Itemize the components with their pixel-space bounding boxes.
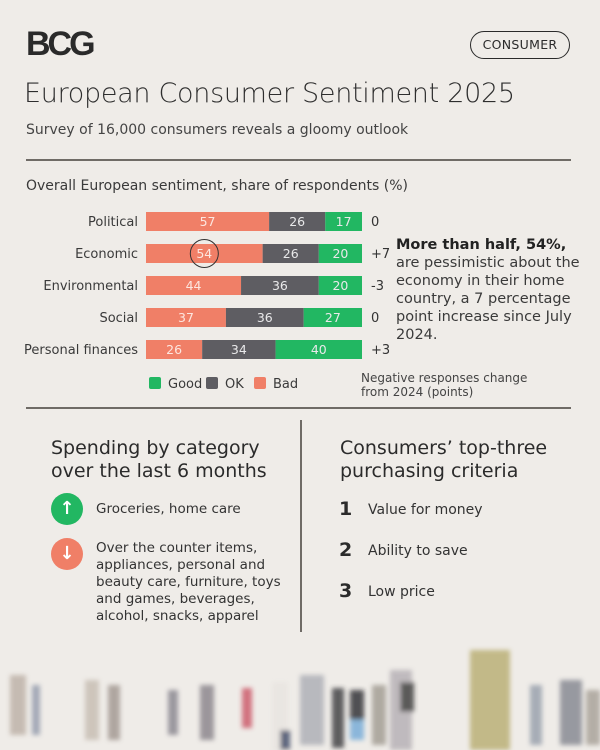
data-label: 26 [289, 214, 305, 229]
legend-swatch-ok [206, 377, 218, 389]
bar-segment-bad [146, 244, 263, 263]
arrow-up-icon: ↑ [51, 493, 83, 525]
criteria-rank: 2 [339, 539, 353, 561]
change-value: 0 [371, 215, 379, 230]
legend-swatch-good [149, 377, 161, 389]
bar-segment-ok [202, 340, 276, 359]
bar-segment-bad [146, 276, 242, 295]
vertical-divider [300, 420, 302, 632]
page-subtitle: Survey of 16,000 consumers reveals a glo… [26, 122, 409, 138]
data-label: 27 [325, 310, 341, 325]
change-value: 0 [371, 311, 379, 326]
page-title: European Consumer Sentiment 2025 [24, 78, 515, 109]
bar-segment-good [318, 244, 362, 263]
data-label: 17 [336, 214, 352, 229]
highlight-ring [189, 239, 219, 268]
data-label: 36 [272, 278, 288, 293]
change-value: +3 [371, 343, 390, 358]
criteria-title: Consumers’ top-three purchasing criteria [340, 437, 548, 482]
change-value: +7 [371, 247, 390, 262]
criteria-label: Value for money [368, 502, 483, 518]
data-label: 44 [186, 278, 202, 293]
data-label: 26 [166, 342, 182, 357]
sentiment-chart: Political 57 26 17 0 Economic 54 26 20 +7 Environm… [24, 212, 390, 392]
chart-title: Overall European sentiment, share of res… [26, 178, 409, 194]
change-value: -3 [371, 279, 384, 294]
criteria-rank: 3 [339, 580, 353, 602]
crowd-photo [10, 650, 600, 750]
bar-segment-ok [262, 244, 319, 263]
callout-text: are pessimistic about the economy in the… [396, 255, 580, 343]
bcg-logo: BCG [26, 25, 96, 63]
legend-label: OK [225, 377, 244, 392]
data-label: 57 [200, 214, 216, 229]
divider [26, 159, 571, 161]
legend-label: Bad [273, 377, 298, 392]
bar-segment-good [318, 276, 362, 295]
category-label: Economic [75, 247, 138, 262]
bar-segment-ok [241, 276, 319, 295]
category-label: Social [99, 311, 138, 326]
callout-bold: More than half, 54%, [396, 237, 567, 253]
criteria-label: Low price [368, 584, 435, 600]
spending-down-text: Over the counter items, appliances, pers… [96, 540, 281, 624]
bar-segment-good [275, 340, 362, 359]
bar-segment-ok [225, 308, 304, 327]
data-label: 34 [231, 342, 247, 357]
legend-swatch-bad [254, 377, 266, 389]
data-label: 36 [257, 310, 273, 325]
data-label: 26 [283, 246, 299, 261]
data-label: 20 [332, 246, 348, 261]
change-note: Negative responses change from 2024 (poi… [361, 371, 528, 399]
arrow-down-icon: ↓ [51, 538, 83, 570]
bar-segment-ok [269, 212, 326, 231]
category-label: Political [88, 215, 138, 230]
bar-segment-good [303, 308, 362, 327]
bar-segment-good [325, 212, 362, 231]
spending-title: Spending by category over the last 6 mon… [51, 437, 267, 482]
criteria-rank: 1 [339, 498, 353, 520]
data-label: 20 [332, 278, 348, 293]
bar-segment-bad [146, 340, 203, 359]
criteria-label: Ability to save [368, 543, 468, 559]
data-label: 37 [178, 310, 194, 325]
category-label: Personal finances [24, 343, 138, 358]
data-label: 40 [311, 342, 327, 357]
legend-label: Good [168, 377, 202, 392]
data-label: 54 [196, 246, 212, 261]
bar-segment-bad [146, 212, 270, 231]
spending-up-text: Groceries, home care [96, 501, 241, 517]
category-tag[interactable]: CONSUMER [470, 31, 570, 59]
divider [26, 407, 571, 409]
category-label: Environmental [43, 279, 138, 294]
callout: More than half, 54%, are pessimistic abo… [396, 236, 586, 344]
bar-segment-bad [146, 308, 226, 327]
